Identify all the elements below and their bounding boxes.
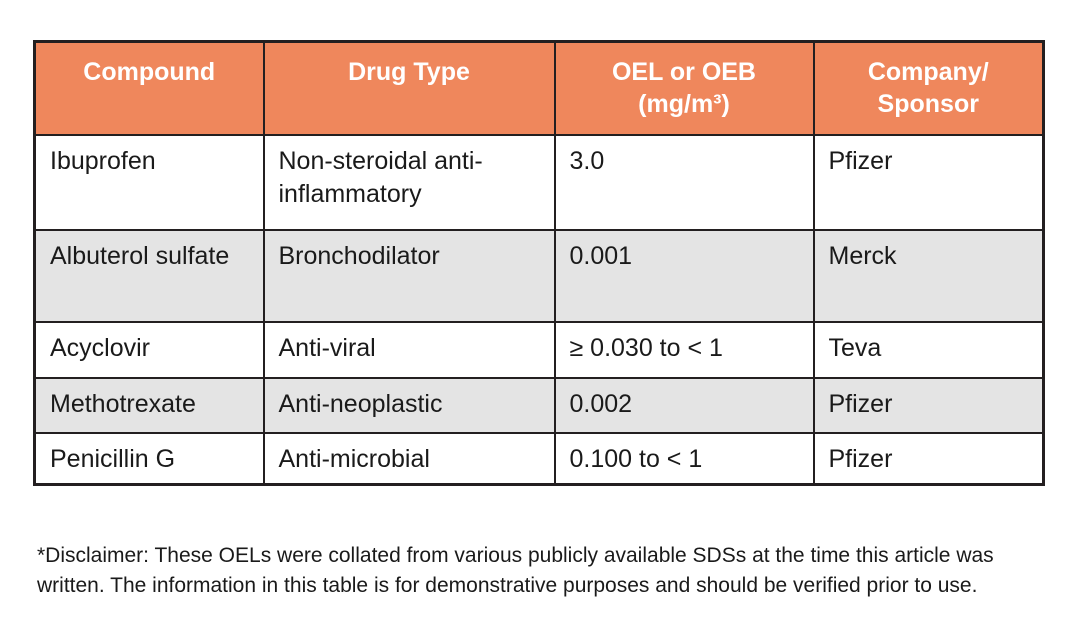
disclaimer-text: *Disclaimer: These OELs were collated fr…: [37, 544, 994, 597]
cell-drug-type: Anti-microbial: [262, 431, 556, 486]
col-header-compound-label: Compound: [83, 58, 216, 86]
cell-drug-type: Anti-viral: [262, 320, 556, 379]
cell-oel: 0.001: [553, 228, 815, 323]
col-header-compound: Compound: [33, 40, 265, 136]
oel-table: Compound Drug Type OEL or OEB (mg/m³) Co…: [33, 40, 1045, 486]
cell-compound: Albuterol sulfate: [33, 228, 265, 323]
col-header-oel-line2: (mg/m³): [638, 90, 730, 118]
cell-compound: Methotrexate: [33, 376, 265, 434]
table-row-penicillin-g: Penicillin G Anti-microbial 0.100 to < 1…: [33, 431, 1045, 486]
col-header-drug-type-label: Drug Type: [348, 58, 470, 86]
table-header-row: Compound Drug Type OEL or OEB (mg/m³) Co…: [33, 40, 1045, 136]
table-row-acyclovir: Acyclovir Anti-viral ≥ 0.030 to < 1 Teva: [33, 320, 1045, 379]
col-header-company-line2: Sponsor: [877, 90, 979, 118]
cell-oel: ≥ 0.030 to < 1: [553, 320, 815, 379]
cell-oel: 3.0: [553, 133, 815, 231]
cell-company: Pfizer: [812, 376, 1045, 434]
table-row-ibuprofen: Ibuprofen Non-steroidal anti-inflammator…: [33, 133, 1045, 231]
cell-company: Merck: [812, 228, 1045, 323]
col-header-oel: OEL or OEB (mg/m³): [553, 40, 815, 136]
cell-drug-type: Non-steroidal anti-inflammatory: [262, 133, 556, 231]
cell-company: Pfizer: [812, 133, 1045, 231]
cell-compound: Ibuprofen: [33, 133, 265, 231]
cell-drug-type: Anti-neoplastic: [262, 376, 556, 434]
cell-compound: Penicillin G: [33, 431, 265, 486]
cell-oel: 0.002: [553, 376, 815, 434]
cell-company: Pfizer: [812, 431, 1045, 486]
cell-compound: Acyclovir: [33, 320, 265, 379]
cell-oel: 0.100 to < 1: [553, 431, 815, 486]
table-row-methotrexate: Methotrexate Anti-neoplastic 0.002 Pfize…: [33, 376, 1045, 434]
cell-company: Teva: [812, 320, 1045, 379]
col-header-oel-line1: OEL or OEB: [611, 58, 756, 86]
table-row-albuterol: Albuterol sulfate Bronchodilator 0.001 M…: [33, 228, 1045, 323]
col-header-drug-type: Drug Type: [262, 40, 556, 136]
col-header-company-line1: Company/: [867, 58, 989, 86]
col-header-company: Company/ Sponsor: [812, 40, 1045, 136]
cell-drug-type: Bronchodilator: [262, 228, 556, 323]
